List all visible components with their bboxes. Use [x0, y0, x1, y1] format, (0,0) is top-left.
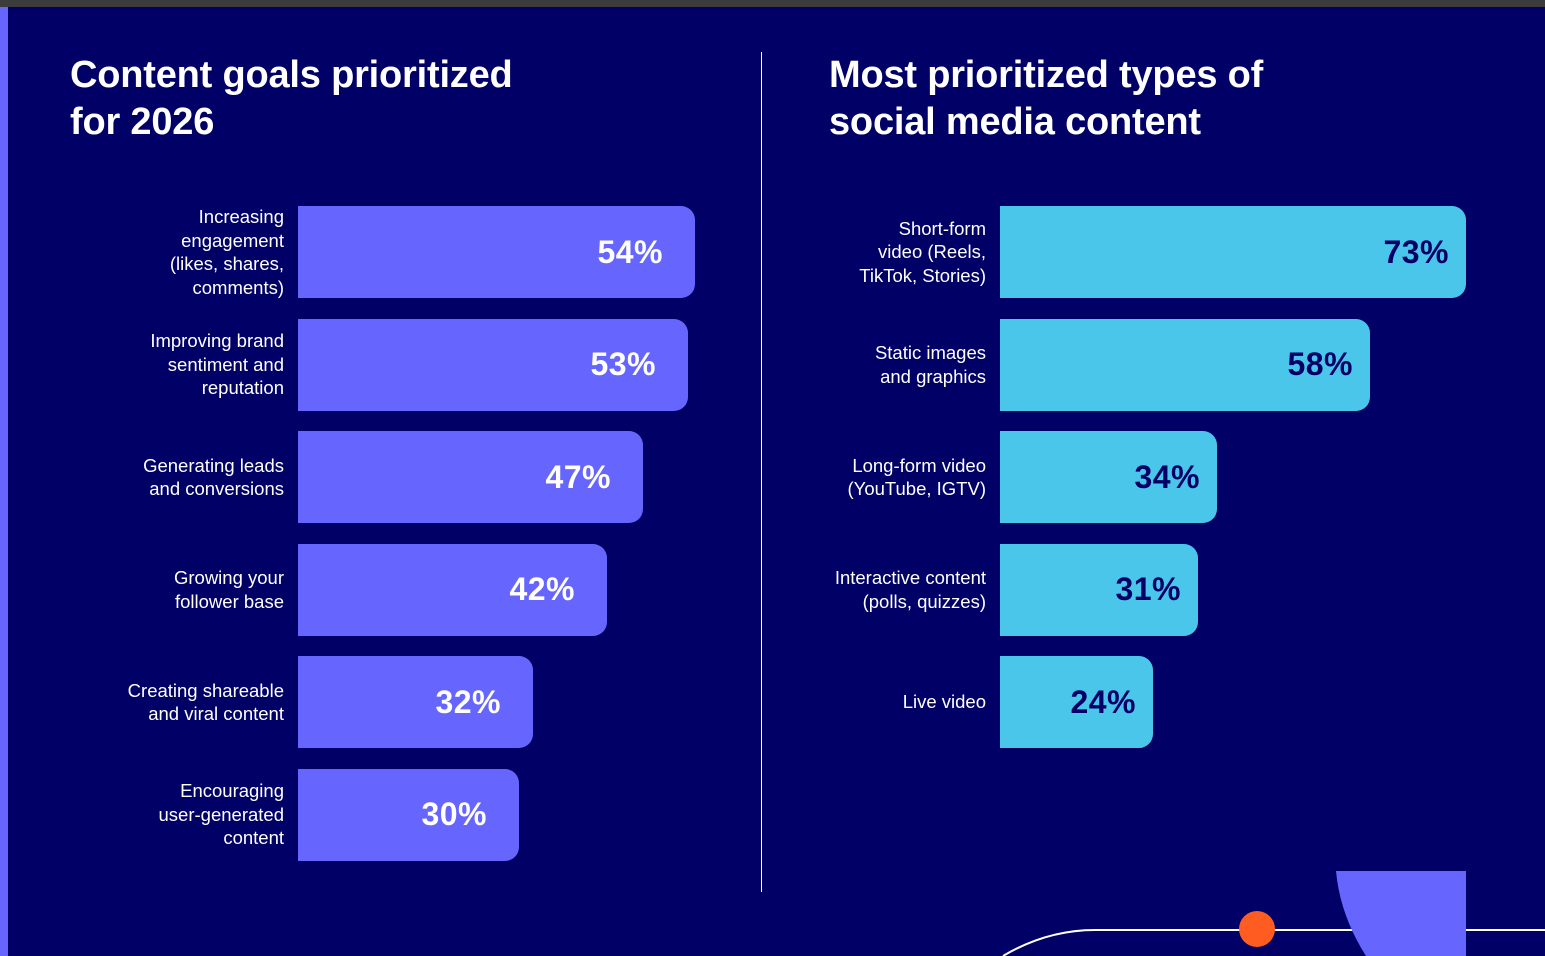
bar-row: Increasing engagement (likes, shares, co… — [0, 206, 1545, 298]
bar: 54% — [298, 206, 695, 298]
category-label: Creating shareable and viral content — [127, 679, 284, 725]
bar: 30% — [298, 768, 519, 861]
bar: 32% — [298, 656, 533, 748]
category-label: Increasing engagement (likes, shares, co… — [169, 206, 284, 298]
left-accent-bar — [0, 7, 8, 956]
category-label: Static images and graphics — [874, 342, 986, 387]
bar: 34% — [1000, 431, 1217, 523]
bar: 73% — [1000, 206, 1466, 298]
bar-row: Generating leads and conversions 47% — [0, 431, 1545, 523]
category-label: Live video — [902, 691, 986, 713]
value-label: 34% — [1134, 458, 1200, 495]
bar-row: Improving brand sentiment and reputation… — [0, 318, 1545, 411]
decorative-quarter-shape — [1336, 871, 1466, 956]
category-label: Generating leads and conversions — [143, 454, 284, 500]
bar-row: Creating shareable and viral content 32% — [0, 656, 1545, 748]
value-label: 73% — [1383, 233, 1449, 270]
chart-title-content-goals: Content goals prioritized for 2026 — [70, 54, 513, 143]
value-label: 31% — [1115, 571, 1181, 607]
category-label: Long-form video (YouTube, IGTV) — [847, 454, 986, 500]
category-label: Short-form video (Reels, TikTok, Stories… — [859, 217, 986, 286]
bar-row: Short-form video (Reels, TikTok, Stories… — [0, 206, 1545, 298]
bar-row: Interactive content (polls, quizzes) 31% — [0, 543, 1545, 636]
value-label: 58% — [1287, 346, 1353, 382]
value-label: 42% — [509, 571, 575, 607]
category-label: Improving brand sentiment and reputation — [150, 330, 284, 399]
top-strip — [0, 0, 1545, 7]
bar-row: Long-form video (YouTube, IGTV) 34% — [0, 431, 1545, 523]
bar: 47% — [298, 431, 643, 523]
chart-title-content-types: Most prioritized types of social media c… — [829, 54, 1264, 143]
value-label: 47% — [545, 458, 611, 495]
value-label: 24% — [1070, 683, 1136, 720]
bar-row: Static images and graphics 58% — [0, 318, 1545, 411]
bar: 42% — [298, 543, 607, 636]
bar-row: Live video 24% — [0, 656, 1545, 748]
decorative-orange-dot — [1239, 911, 1275, 947]
decorative-curve-line — [1002, 929, 1545, 956]
bar: 53% — [298, 318, 688, 411]
category-label: Growing your follower base — [173, 567, 284, 612]
category-label: Encouraging user-generated content — [158, 780, 284, 849]
value-label: 54% — [597, 233, 663, 270]
bar-row: Growing your follower base 42% — [0, 543, 1545, 636]
bar: 58% — [1000, 318, 1370, 411]
value-label: 30% — [421, 796, 487, 832]
panel-divider — [761, 52, 762, 892]
value-label: 32% — [435, 683, 501, 720]
bar: 31% — [1000, 543, 1198, 636]
bar-row: Encouraging user-generated content 30% — [0, 768, 1545, 861]
category-label: Interactive content (polls, quizzes) — [834, 567, 986, 612]
bar: 24% — [1000, 656, 1153, 748]
value-label: 53% — [590, 346, 656, 382]
